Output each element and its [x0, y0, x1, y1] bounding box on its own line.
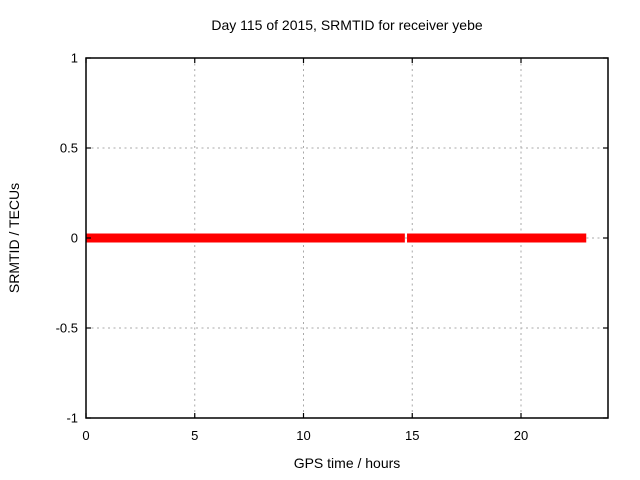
x-tick-label: 10 — [296, 428, 311, 443]
chart-title: Day 115 of 2015, SRMTID for receiver yeb… — [211, 17, 483, 33]
y-axis-label: SRMTID / TECUs — [6, 182, 22, 294]
y-tick-label: 1 — [70, 50, 78, 66]
y-tick-label: 0 — [70, 230, 78, 246]
x-tick-label: 5 — [191, 428, 199, 443]
x-tick-label: 15 — [405, 428, 420, 443]
x-tick-label: 0 — [82, 428, 90, 443]
x-axis-label: GPS time / hours — [293, 455, 401, 471]
y-tick-label: 0.5 — [59, 140, 78, 156]
y-tick-label: -0.5 — [55, 320, 78, 336]
x-tick-label: 20 — [513, 428, 529, 443]
y-tick-label: -1 — [66, 410, 78, 426]
